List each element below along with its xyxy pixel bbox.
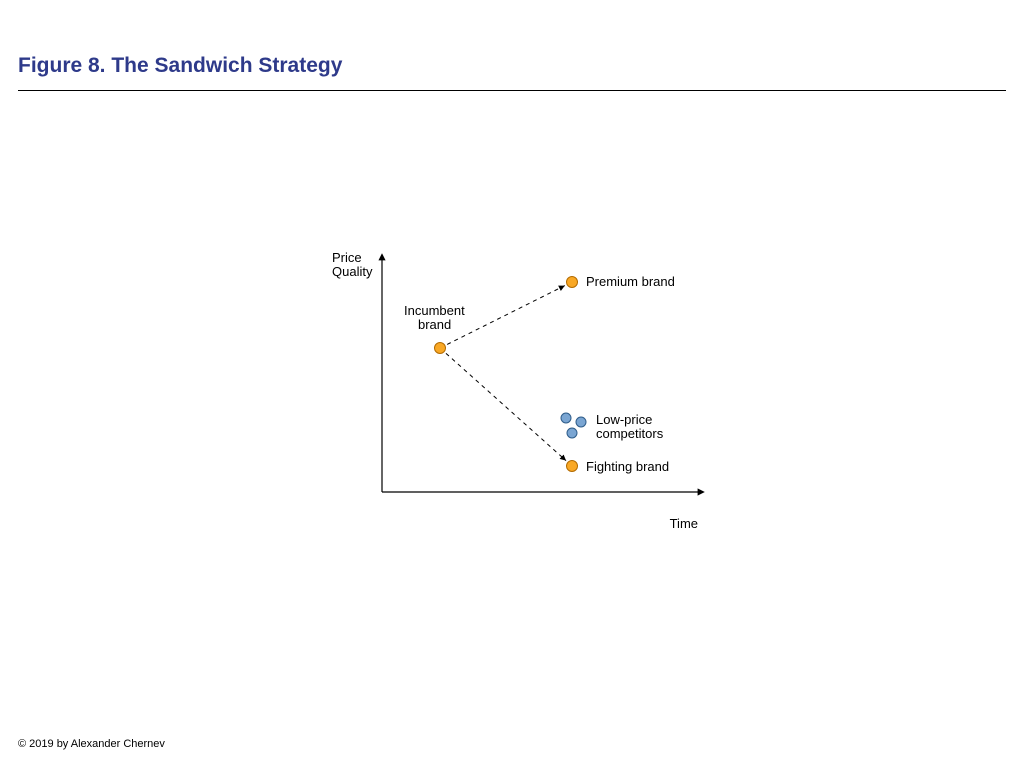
incumbent-label-line2: brand bbox=[418, 317, 451, 332]
lowprice-dot-3 bbox=[567, 428, 577, 438]
lowprice-dot-1 bbox=[561, 413, 571, 423]
copyright-footer: © 2019 by Alexander Chernev bbox=[18, 738, 165, 750]
lowprice-label-line1: Low-price bbox=[596, 412, 652, 427]
fighting-label: Fighting brand bbox=[586, 459, 669, 474]
premium-brand-dot bbox=[567, 277, 578, 288]
lowprice-dot-2 bbox=[576, 417, 586, 427]
incumbent-label-line1: Incumbent bbox=[404, 303, 465, 318]
y-axis-label-line1: Price bbox=[332, 250, 362, 265]
fighting-brand-dot bbox=[567, 461, 578, 472]
premium-label: Premium brand bbox=[586, 274, 675, 289]
lowprice-label-line2: competitors bbox=[596, 426, 664, 441]
figure-title: Figure 8. The Sandwich Strategy bbox=[18, 54, 342, 78]
dashed-to-fighting bbox=[440, 348, 566, 461]
sandwich-strategy-diagram: Price Quality Time Incumbent brand Premi… bbox=[300, 240, 780, 540]
x-axis-label: Time bbox=[670, 516, 698, 531]
y-axis-label-line2: Quality bbox=[332, 264, 373, 279]
incumbent-brand-dot bbox=[435, 343, 446, 354]
title-divider bbox=[18, 90, 1006, 91]
